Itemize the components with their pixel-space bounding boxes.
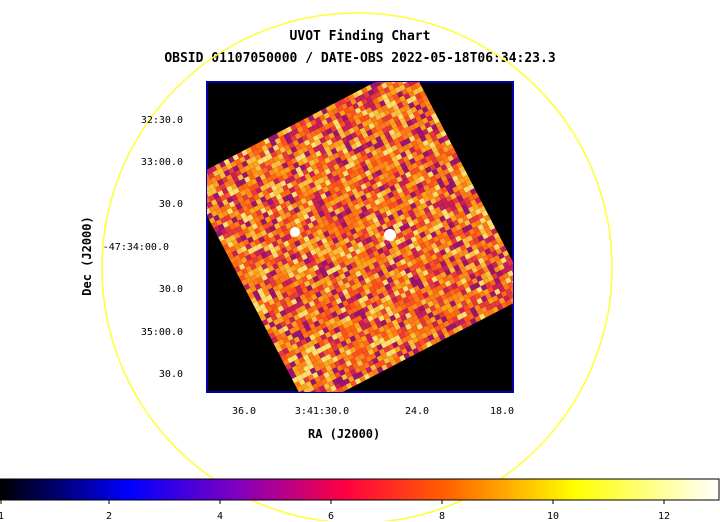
dec-tick: 33:00.0: [140, 157, 183, 168]
colorbar-label: 2: [105, 511, 113, 522]
field-of-view-circle: [101, 12, 613, 521]
y-axis-label: Dec (J2000): [80, 216, 94, 296]
rotated-exposure: [207, 82, 513, 392]
colorbar-label: 1: [0, 511, 5, 522]
dec-tick: 32:30.0: [140, 115, 183, 126]
dec-tick: 30.0: [158, 284, 183, 295]
ra-tick: 3:41:30.0: [294, 406, 350, 417]
ra-tick: 36.0: [231, 406, 257, 417]
x-axis-label: RA (J2000): [308, 427, 381, 441]
colorbar-label: 6: [327, 511, 335, 522]
colorbar-label: 12: [657, 511, 671, 522]
dec-tick: -47:34:00.0: [102, 242, 169, 253]
source-marker-2: [384, 229, 396, 241]
source-marker-1: [290, 227, 300, 237]
colorbar: [0, 478, 720, 501]
ra-tick: 24.0: [404, 406, 430, 417]
colorbar-label: 8: [438, 511, 446, 522]
chart-subtitle: OBSID 01107050000 / DATE-OBS 2022-05-18T…: [164, 51, 556, 66]
colorbar-ticks: [0, 500, 665, 504]
colorbar-label: 10: [546, 511, 560, 522]
dec-tick: 30.0: [158, 369, 183, 380]
dec-tick: 30.0: [158, 199, 183, 210]
chart-title: UVOT Finding Chart: [289, 29, 431, 44]
dec-tick: 35:00.0: [140, 327, 183, 338]
colorbar-label: 4: [216, 511, 224, 522]
sky-image: [207, 82, 513, 392]
ra-tick: 18.0: [489, 406, 515, 417]
